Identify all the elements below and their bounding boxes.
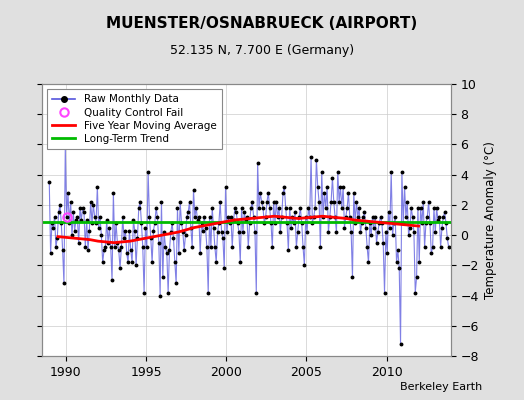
Y-axis label: Temperature Anomaly (°C): Temperature Anomaly (°C)	[484, 141, 497, 299]
Text: MUENSTER/OSNABRUECK (AIRPORT): MUENSTER/OSNABRUECK (AIRPORT)	[106, 16, 418, 31]
Text: 52.135 N, 7.700 E (Germany): 52.135 N, 7.700 E (Germany)	[170, 44, 354, 57]
Legend: Raw Monthly Data, Quality Control Fail, Five Year Moving Average, Long-Term Tren: Raw Monthly Data, Quality Control Fail, …	[47, 89, 222, 149]
Text: Berkeley Earth: Berkeley Earth	[400, 382, 482, 392]
